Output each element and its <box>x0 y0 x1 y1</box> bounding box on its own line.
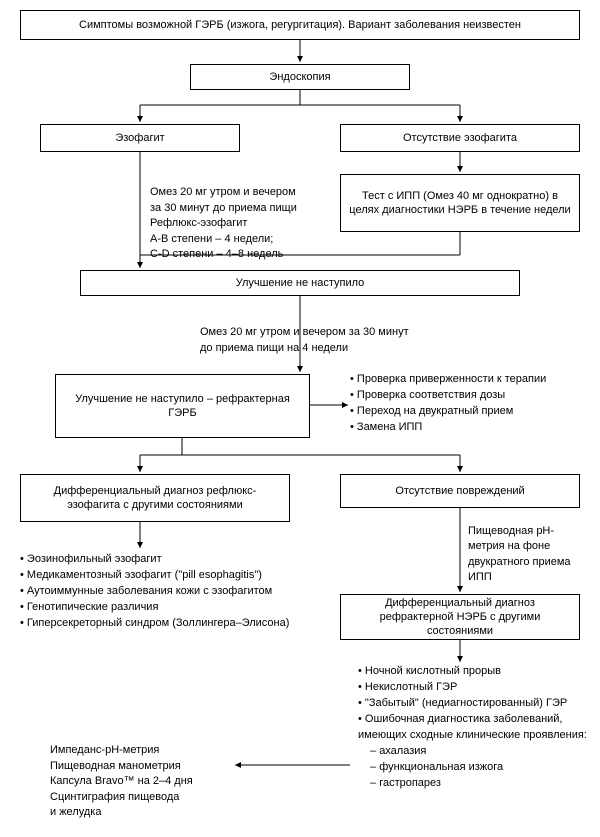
text-omez-regimen-1: Омез 20 мг утром и вечером за 30 минут д… <box>150 170 340 262</box>
bullet-item: Медикаментозный эзофагит ("pill esophagi… <box>20 568 310 584</box>
bullet-item: Ночной кислотный прорыв <box>358 664 588 680</box>
list-diff-dx-esophagitis: Эозинофильный эзофагитМедикаментозный эз… <box>20 552 310 632</box>
node-no-esophagitis: Отсутствие эзофагита <box>340 124 580 152</box>
flowchart-canvas: Симптомы возможной ГЭРБ (изжога, регурги… <box>10 10 590 827</box>
bullet-item: Проверка соответствия дозы <box>350 388 585 404</box>
label: Дифференциальный диагноз рефрактерной НЭ… <box>349 596 571 639</box>
list-diff-dx-nerd: Ночной кислотный прорывНекислотный ГЭР"З… <box>358 664 588 792</box>
label: Эзофагит <box>115 131 164 145</box>
bullet-item: Гиперсекреторный синдром (Золлингера–Эли… <box>20 616 310 632</box>
bullet-item: "Забытый" (недиагностированный) ГЭР <box>358 696 588 712</box>
node-refractory-gerd: Улучшение не наступило – рефрактерная ГЭ… <box>55 374 310 438</box>
node-endoscopy: Эндоскопия <box>190 64 410 90</box>
bullet-item: Проверка приверженности к терапии <box>350 372 585 388</box>
text-ph-metry: Пищеводная pH-метрия на фоне двукратного… <box>468 524 588 586</box>
bullet-item: Ошибочная диагностика заболеваний, имеющ… <box>358 712 588 744</box>
label: Улучшение не наступило <box>236 276 365 290</box>
bullet-subitem: функциональная изжога <box>358 760 588 776</box>
label: Отсутствие повреждений <box>395 484 524 498</box>
label: Тест с ИПП (Омез 40 мг однократно) в цел… <box>349 189 571 218</box>
list-checks: Проверка приверженности к терапииПроверк… <box>350 372 585 436</box>
label: Дифференциальный диагноз рефлюкс-эзофаги… <box>29 484 281 513</box>
bullet-item: Некислотный ГЭР <box>358 680 588 696</box>
bullet-item: Переход на двукратный прием <box>350 404 585 420</box>
node-symptoms: Симптомы возможной ГЭРБ (изжога, регурги… <box>20 10 580 40</box>
bullet-item: Аутоиммунные заболевания кожи с эзофагит… <box>20 584 310 600</box>
node-diff-dx-nerd: Дифференциальный диагноз рефрактерной НЭ… <box>340 594 580 640</box>
label: Эндоскопия <box>269 70 330 84</box>
text-omez-regimen-2: Омез 20 мг утром и вечером за 30 минут д… <box>200 310 460 356</box>
label: Симптомы возможной ГЭРБ (изжога, регурги… <box>79 18 521 32</box>
node-diff-dx-esophagitis: Дифференциальный диагноз рефлюкс-эзофаги… <box>20 474 290 522</box>
bullet-item: Генотипические различия <box>20 600 310 616</box>
text-investigations: Импеданс-pH-метрия Пищеводная манометрия… <box>50 728 235 820</box>
node-no-improvement-1: Улучшение не наступило <box>80 270 520 296</box>
node-esophagitis: Эзофагит <box>40 124 240 152</box>
node-ppi-test: Тест с ИПП (Омез 40 мг однократно) в цел… <box>340 174 580 232</box>
bullet-subitem: ахалазия <box>358 744 588 760</box>
node-no-damage: Отсутствие повреждений <box>340 474 580 508</box>
bullet-subitem: гастропарез <box>358 776 588 792</box>
label: Отсутствие эзофагита <box>403 131 517 145</box>
label: Улучшение не наступило – рефрактерная ГЭ… <box>64 392 301 421</box>
bullet-item: Эозинофильный эзофагит <box>20 552 310 568</box>
bullet-item: Замена ИПП <box>350 420 585 436</box>
